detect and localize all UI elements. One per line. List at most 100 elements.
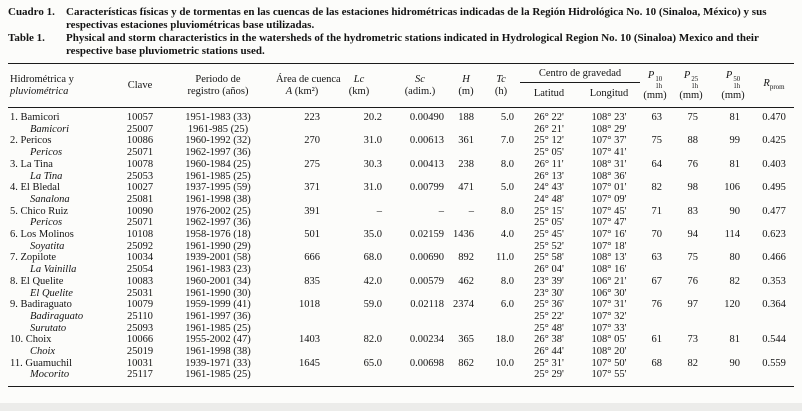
cell-p25 — [670, 147, 712, 159]
cell-latitud: 25° 12' — [534, 135, 564, 147]
cell-p10: 68 — [651, 357, 663, 369]
cell-p50 — [712, 194, 754, 206]
cell-latitud: 26° 21' — [534, 123, 564, 135]
cell-sc — [390, 346, 450, 358]
cell-sc — [390, 288, 450, 300]
cell-p10 — [640, 147, 670, 159]
cell-rprom — [754, 323, 794, 335]
cell-clave: 25117 — [127, 369, 153, 381]
table-row: 1. Bamicori 10057 1951-1983 (33) 223 20.… — [8, 108, 794, 124]
cell-clave: 25031 — [126, 287, 154, 299]
cell-h — [450, 147, 482, 159]
cell-clave: 25053 — [126, 170, 154, 182]
cell-periodo: 1961-1998 (38) — [185, 346, 251, 358]
cell-tc: 8.0 — [500, 205, 514, 217]
cell-station-name: El Quelite — [30, 287, 73, 299]
cell-clave: 10066 — [126, 334, 154, 346]
cell-area — [276, 323, 328, 335]
cell-h: 238 — [458, 158, 474, 170]
cell-periodo: 1961-1985 (25) — [185, 369, 251, 381]
cell-tc — [482, 288, 520, 300]
cell-periodo: 1960-2001 (34) — [185, 275, 251, 287]
cell-area: 391 — [304, 205, 320, 217]
cell-longitud: 106° 30' — [591, 287, 627, 299]
cell-latitud: 25° 05' — [534, 147, 564, 159]
table-row: Pericos 25071 1962-1997 (36) 25° 05' 107… — [8, 147, 794, 159]
cell-latitud: 25° 29' — [534, 369, 564, 381]
cell-latitud: 26° 13' — [534, 170, 564, 182]
cell-lc: 20.2 — [363, 112, 382, 123]
cell-h — [450, 311, 482, 323]
cell-clave: 25007 — [126, 123, 154, 135]
cell-clave: 25019 — [126, 346, 154, 358]
cell-p25 — [670, 241, 712, 253]
cell-lc — [328, 171, 390, 183]
cell-h: 892 — [458, 252, 474, 264]
cell-clave: 10086 — [126, 135, 154, 147]
cell-p25 — [670, 217, 712, 229]
cell-p25 — [670, 264, 712, 276]
cell-clave: 25092 — [126, 240, 154, 252]
cell-lc: 31.0 — [363, 135, 382, 147]
cell-tc: 8.0 — [500, 275, 514, 287]
cell-p25: 94 — [687, 229, 699, 241]
cell-p50 — [712, 346, 754, 358]
cell-sc: 0.00413 — [409, 158, 444, 170]
cell-area — [276, 241, 328, 253]
cell-station-name: 6. Los Molinos — [10, 229, 74, 241]
cell-rprom — [754, 147, 794, 159]
cell-p50: 99 — [729, 135, 741, 147]
cell-lc: 31.0 — [363, 182, 382, 194]
cell-tc: 4.0 — [500, 229, 514, 241]
cell-station-name: 2. Pericos — [10, 135, 52, 147]
cell-tc: 10.0 — [495, 357, 514, 369]
cell-h — [450, 194, 482, 206]
cell-tc: 8.0 — [500, 158, 514, 170]
cell-longitud: 107° 45' — [591, 205, 627, 217]
table-row: El Quelite 25031 1961-1990 (30) 23° 30' … — [8, 288, 794, 300]
cell-station-name: Sanalona — [30, 193, 70, 205]
cell-rprom — [754, 194, 794, 206]
cell-periodo: 1961-1990 (29) — [185, 240, 251, 252]
cell-area — [276, 217, 328, 229]
cell-p25: 88 — [687, 135, 699, 147]
cell-rprom: 0.477 — [762, 205, 786, 217]
cell-longitud: 107° 37' — [591, 135, 627, 147]
col-header-h: H (m) — [458, 74, 474, 97]
cell-lc — [328, 124, 390, 136]
cell-station-name: 7. Zopilote — [10, 252, 57, 264]
cell-station-name: 5. Chico Ruiz — [10, 205, 69, 217]
cell-rprom: 0.403 — [762, 158, 786, 170]
cell-p50 — [712, 241, 754, 253]
cell-station-name: Bamicori — [30, 123, 70, 135]
cell-p10 — [640, 323, 670, 335]
col-header-p25: P 25 1h (mm) — [679, 70, 703, 101]
cell-p25 — [670, 194, 712, 206]
cell-tc: 11.0 — [496, 252, 514, 264]
cell-tc — [482, 346, 520, 358]
cell-h — [450, 346, 482, 358]
cell-rprom — [754, 369, 794, 386]
col-header-periodo: Periodo de registro (años) — [187, 74, 249, 97]
cell-sc — [390, 323, 450, 335]
cell-lc — [328, 288, 390, 300]
cell-area — [276, 124, 328, 136]
cell-sc: – — [438, 205, 444, 217]
table-row: 7. Zopilote 10034 1939-2001 (58) 666 68.… — [8, 252, 794, 264]
cell-periodo: 1961-1983 (23) — [185, 264, 251, 276]
cell-lc: 42.0 — [363, 275, 382, 287]
cell-clave: 25110 — [127, 310, 153, 322]
cell-periodo: 1961-1998 (38) — [185, 193, 251, 205]
cell-p50: 90 — [729, 357, 741, 369]
cell-area: 223 — [304, 112, 320, 123]
cell-longitud: 108° 20' — [591, 346, 627, 358]
col-header-clave: Clave — [127, 80, 153, 91]
cell-sc — [390, 147, 450, 159]
cell-p50 — [712, 288, 754, 300]
cell-area — [276, 194, 328, 206]
cell-latitud: 26° 11' — [534, 158, 564, 170]
cell-rprom — [754, 346, 794, 358]
cell-latitud: 25° 31' — [534, 357, 564, 369]
cell-p50 — [712, 264, 754, 276]
